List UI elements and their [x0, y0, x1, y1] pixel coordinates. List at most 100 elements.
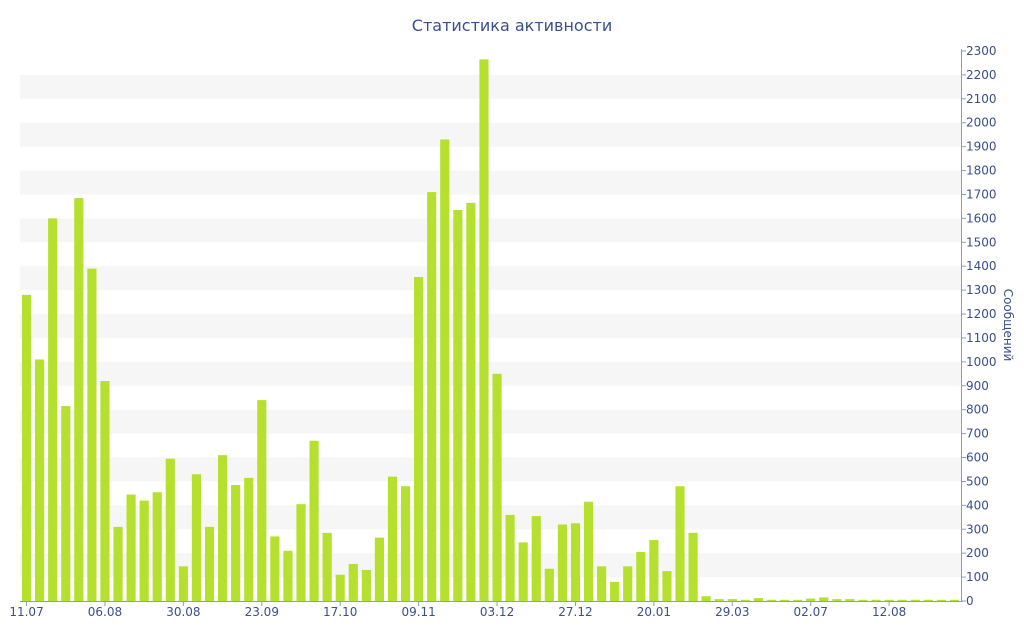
bar: [244, 477, 254, 601]
bar: [518, 542, 528, 601]
y-tick-label: 0: [966, 594, 974, 608]
bar: [793, 599, 803, 601]
bar: [636, 551, 646, 601]
bar: [949, 599, 960, 601]
bar: [583, 501, 594, 601]
y-axis-label: Сообщений: [1001, 289, 1015, 362]
bar: [936, 599, 946, 601]
bar: [348, 563, 358, 601]
y-tick-label: 2100: [966, 92, 997, 106]
bar: [714, 599, 724, 601]
y-tick-label: 1200: [966, 307, 997, 321]
y-tick-label: 2300: [966, 44, 997, 58]
grid-band: [20, 122, 961, 147]
y-tick-label: 100: [966, 570, 989, 584]
bar: [701, 596, 711, 601]
bar: [48, 218, 58, 601]
y-tick-label: 1600: [966, 211, 997, 225]
x-tick-label: 02.07: [794, 605, 828, 619]
y-tick-label: 900: [966, 379, 989, 393]
bar: [479, 59, 489, 602]
bar: [531, 516, 541, 601]
bar: [845, 599, 855, 601]
bar: [414, 276, 424, 601]
grid-bands: [20, 74, 961, 578]
bar: [283, 550, 293, 601]
bar: [623, 566, 633, 601]
bar: [335, 574, 345, 601]
grid-band: [20, 74, 961, 99]
bar: [753, 598, 763, 601]
y-tick-label: 800: [966, 403, 989, 417]
grid-band: [20, 361, 961, 386]
bar: [570, 523, 581, 601]
bar-series: [21, 59, 960, 602]
bar: [858, 599, 868, 601]
y-tick-label: 500: [966, 474, 989, 488]
bar: [21, 294, 32, 601]
grid-band: [20, 314, 961, 338]
y-tick-label: 1500: [966, 235, 997, 249]
y-tick-label: 300: [966, 522, 989, 536]
bar: [87, 268, 97, 601]
grid-band: [20, 553, 961, 578]
bar: [923, 599, 933, 601]
y-tick-label: 2000: [966, 116, 997, 130]
x-tick-label: 12.08: [872, 605, 906, 619]
y-tick-label: 1800: [966, 164, 997, 178]
y-tick-label: 600: [966, 451, 989, 465]
bar: [505, 514, 515, 601]
bar: [910, 599, 920, 601]
x-tick-label: 20.01: [637, 605, 671, 619]
y-tick-label: 700: [966, 427, 989, 441]
bar: [322, 532, 332, 601]
bar: [649, 540, 659, 601]
bar: [440, 139, 450, 602]
x-tick-label: 27.12: [558, 605, 592, 619]
bar: [152, 492, 162, 601]
bar: [884, 599, 894, 601]
bar: [139, 500, 149, 601]
bar: [61, 406, 71, 601]
x-tick-label: 17.10: [323, 605, 357, 619]
x-tick-label: 23.09: [245, 605, 279, 619]
bar: [806, 598, 816, 601]
axes: 0 100 200 300 400 500 600 700 800 900 1000 1100 1200…: [9, 44, 996, 619]
grid-band: [20, 266, 961, 291]
grid-band: [20, 457, 961, 482]
y-tick-label: 2200: [966, 68, 997, 82]
bar: [597, 566, 607, 601]
bar: [178, 566, 188, 601]
bar: [191, 474, 202, 601]
bar: [165, 458, 175, 601]
bar: [270, 536, 280, 601]
bar: [832, 599, 842, 601]
bar: [779, 599, 790, 601]
bar: [727, 599, 737, 601]
x-tick-label: 29.03: [715, 605, 749, 619]
bar: [100, 381, 110, 601]
y-tick-label: 200: [966, 546, 989, 560]
x-tick-label: 11.07: [9, 605, 43, 619]
bar: [897, 599, 907, 601]
y-tick-label: 1400: [966, 259, 997, 273]
x-tick-label: 09.11: [401, 605, 435, 619]
chart-title: Статистика активности: [412, 16, 612, 35]
bar: [35, 359, 45, 601]
y-tick-label: 1100: [966, 331, 997, 345]
x-tick-label: 30.08: [166, 605, 200, 619]
bar: [74, 198, 84, 601]
bar: [544, 568, 554, 601]
bar: [296, 504, 306, 601]
grid-band: [20, 409, 961, 434]
x-tick-label: 03.12: [480, 605, 514, 619]
y-tick-label: 1300: [966, 283, 997, 297]
bar: [492, 373, 502, 601]
bar: [766, 599, 777, 601]
bar: [387, 476, 398, 601]
bar: [662, 571, 672, 601]
y-tick-label: 1700: [966, 187, 997, 201]
y-tick-label: 400: [966, 498, 989, 512]
